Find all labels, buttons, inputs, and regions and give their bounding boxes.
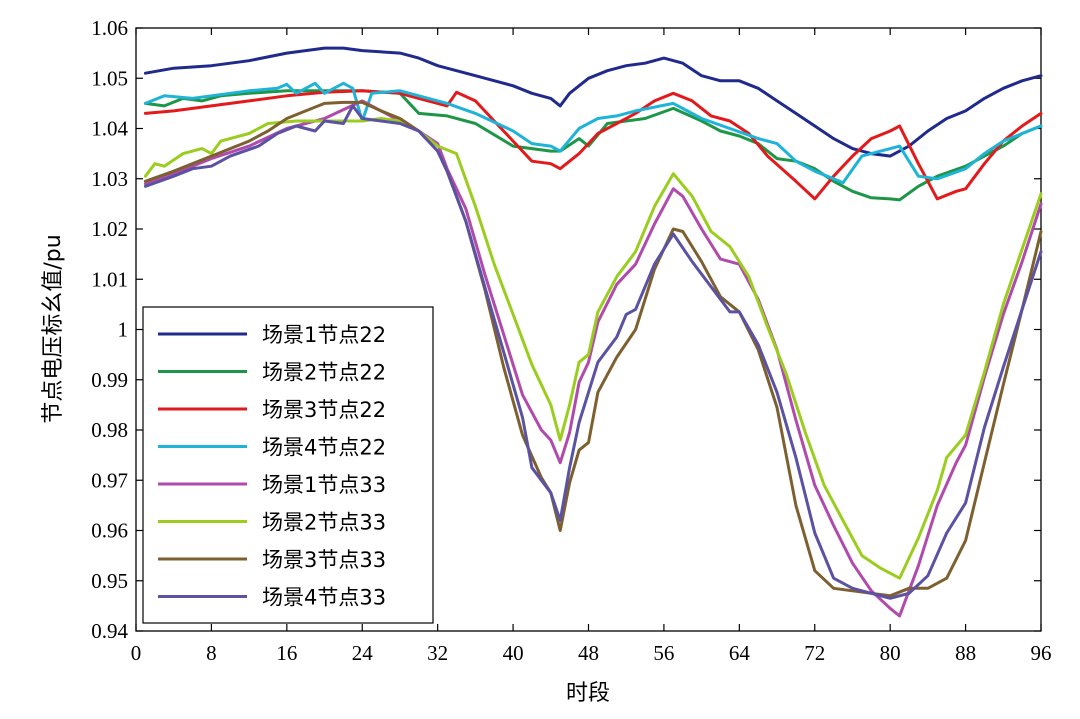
y-tick-label: 0.96 <box>91 519 128 543</box>
series-line-8 <box>143 104 1043 600</box>
y-tick-label: 0.97 <box>91 468 128 492</box>
y-tick-label: 1.02 <box>91 217 128 241</box>
y-tick-label: 1.01 <box>91 267 128 291</box>
y-tick-label: 0.95 <box>91 569 128 593</box>
legend-label-6: 场景2节点33 <box>262 511 386 535</box>
series-line-3 <box>143 89 1043 201</box>
x-tick-label: 64 <box>729 641 751 665</box>
x-tick-label: 80 <box>880 641 901 665</box>
series-line-2 <box>143 89 1043 202</box>
x-axis-label: 时段 <box>566 681 610 706</box>
legend-label-3: 场景3节点22 <box>262 398 386 422</box>
x-tick-label: 72 <box>804 641 825 665</box>
x-tick-label: 32 <box>427 641 448 665</box>
y-tick-label: 0.94 <box>91 619 128 643</box>
legend-label-7: 场景3节点33 <box>262 548 386 572</box>
x-tick-label: 24 <box>352 641 374 665</box>
axis-ticks <box>135 27 1042 632</box>
y-tick-label: 1.03 <box>91 167 128 191</box>
y-tick-label: 1.06 <box>91 16 128 40</box>
series-line-4 <box>143 81 1043 185</box>
y-axis-label: 节点电压标幺值/pu <box>41 234 66 423</box>
series-line-6 <box>143 117 1043 580</box>
x-tick-label: 40 <box>503 641 524 665</box>
y-tick-label: 0.99 <box>91 368 128 392</box>
series-line-7 <box>143 100 1043 598</box>
x-tick-label: 16 <box>276 641 297 665</box>
y-tick-label: 1 <box>118 318 129 342</box>
y-tick-label: 0.98 <box>91 418 128 442</box>
series-lines <box>143 46 1043 618</box>
legend-label-2: 场景2节点22 <box>262 361 386 385</box>
series-line-1 <box>143 46 1043 158</box>
x-tick-label: 56 <box>653 641 674 665</box>
y-tick-label: 1.05 <box>91 66 128 90</box>
legend-label-1: 场景1节点22 <box>262 323 386 347</box>
x-tick-label: 48 <box>578 641 599 665</box>
axis-tick-labels: 0 8 16 24 32 40 48 56 64 72 80 88 96 0.94 0.95 0.96 0.97… <box>91 16 1051 665</box>
x-tick-label: 96 <box>1031 641 1052 665</box>
legend-label-4: 场景4节点22 <box>262 436 386 460</box>
legend: 场景1节点22 场景2节点22 场景3节点22 场景4节点22 场景1节点33 场景2节点… <box>142 306 434 624</box>
x-tick-label: 0 <box>131 641 142 665</box>
legend-box <box>142 306 434 624</box>
legend-label-8: 场景4节点33 <box>262 586 386 610</box>
y-tick-label: 1.04 <box>91 117 128 141</box>
x-tick-label: 88 <box>955 641 976 665</box>
x-tick-label: 8 <box>206 641 217 665</box>
legend-label-5: 场景1节点33 <box>262 473 386 497</box>
